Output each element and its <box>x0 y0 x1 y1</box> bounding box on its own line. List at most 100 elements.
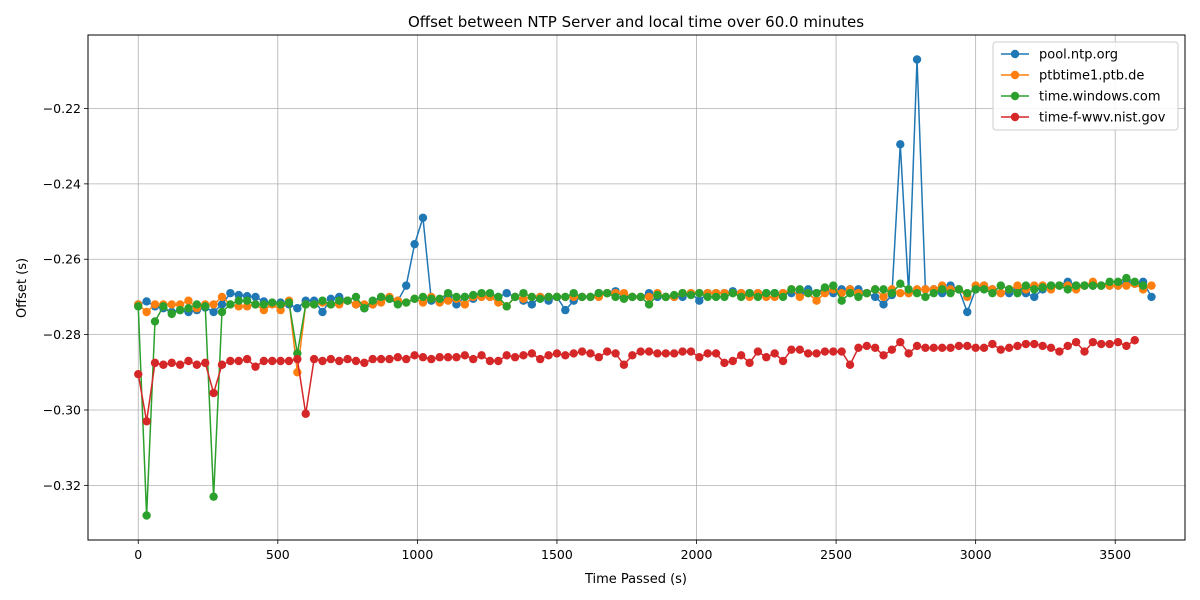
data-point <box>636 292 645 302</box>
series-3 <box>134 336 1139 426</box>
data-point <box>921 343 930 352</box>
data-point <box>460 292 470 302</box>
data-point <box>544 351 553 360</box>
data-point <box>452 292 461 302</box>
data-point <box>385 294 394 304</box>
data-point <box>929 343 938 352</box>
data-point <box>912 55 922 64</box>
data-point <box>569 288 578 298</box>
data-point <box>1097 339 1106 349</box>
data-point <box>946 343 955 352</box>
data-point <box>351 300 361 309</box>
y-tick-label: −0.22 <box>43 101 81 116</box>
data-point <box>452 353 461 362</box>
data-point <box>527 349 537 358</box>
data-point <box>142 417 151 426</box>
data-point <box>1013 341 1022 351</box>
data-point <box>736 292 746 302</box>
data-point <box>653 290 662 300</box>
data-point <box>142 511 151 520</box>
data-point <box>586 349 595 358</box>
data-point <box>946 288 955 298</box>
data-point <box>1021 281 1031 290</box>
data-point <box>611 292 620 302</box>
data-point <box>703 292 712 302</box>
data-point <box>628 292 637 302</box>
data-point <box>619 360 629 369</box>
data-point <box>1063 341 1072 351</box>
data-point <box>963 307 972 317</box>
data-point <box>502 288 511 298</box>
data-point <box>1138 281 1148 290</box>
data-point <box>778 292 788 302</box>
data-point <box>577 292 587 302</box>
data-point <box>402 298 411 307</box>
data-point <box>1071 281 1081 290</box>
data-point <box>996 281 1005 290</box>
data-point <box>1147 281 1156 290</box>
data-point <box>695 353 704 362</box>
data-point <box>820 283 830 292</box>
legend-label: time-f-wwv.nist.gov <box>1039 111 1166 126</box>
data-point <box>644 292 654 302</box>
data-point <box>234 356 243 366</box>
data-point <box>201 358 210 368</box>
data-point <box>1088 337 1098 347</box>
y-axis-label: Offset (s) <box>15 258 30 318</box>
data-point <box>762 288 771 298</box>
data-point <box>351 356 361 366</box>
data-point <box>360 304 369 313</box>
data-point <box>695 288 704 298</box>
data-point <box>1046 281 1056 290</box>
data-point <box>602 288 612 298</box>
data-point <box>410 239 419 249</box>
data-point <box>862 288 871 298</box>
data-point <box>1055 281 1064 290</box>
data-point <box>561 292 570 302</box>
data-point <box>753 347 763 356</box>
data-point <box>460 300 470 309</box>
data-point <box>870 285 880 294</box>
data-point <box>226 356 235 366</box>
data-point <box>762 353 771 362</box>
data-point <box>259 300 269 309</box>
data-point <box>963 341 972 351</box>
data-point <box>787 285 796 294</box>
data-point <box>519 288 528 298</box>
data-point <box>284 298 294 307</box>
data-point <box>535 294 545 304</box>
data-point <box>686 290 696 300</box>
data-point <box>1147 292 1156 302</box>
data-point <box>921 292 930 302</box>
data-point <box>251 292 260 302</box>
data-point <box>435 294 444 304</box>
data-point <box>485 288 495 298</box>
data-point <box>845 360 855 369</box>
data-point <box>268 356 277 366</box>
legend-label: ptbtime1.ptb.de <box>1039 69 1144 84</box>
data-point <box>577 347 587 356</box>
data-point <box>695 296 704 305</box>
legend-box <box>992 41 1179 131</box>
data-point <box>728 356 738 366</box>
data-point <box>251 362 260 371</box>
data-point <box>988 339 997 349</box>
data-point <box>661 292 671 302</box>
data-point <box>778 356 788 366</box>
data-point <box>879 300 888 309</box>
data-point <box>326 354 336 364</box>
data-point <box>979 285 989 294</box>
data-point <box>1130 336 1139 345</box>
data-point <box>736 351 746 360</box>
data-point <box>184 304 193 313</box>
data-point <box>812 296 821 305</box>
y-tick-label: −0.26 <box>43 252 81 267</box>
y-tick-label: −0.32 <box>43 478 81 493</box>
data-point <box>209 300 218 309</box>
data-point <box>669 290 679 300</box>
data-point <box>661 349 671 358</box>
data-point <box>628 351 637 360</box>
data-point <box>1113 337 1123 347</box>
data-point <box>494 292 503 302</box>
data-point <box>427 354 436 364</box>
